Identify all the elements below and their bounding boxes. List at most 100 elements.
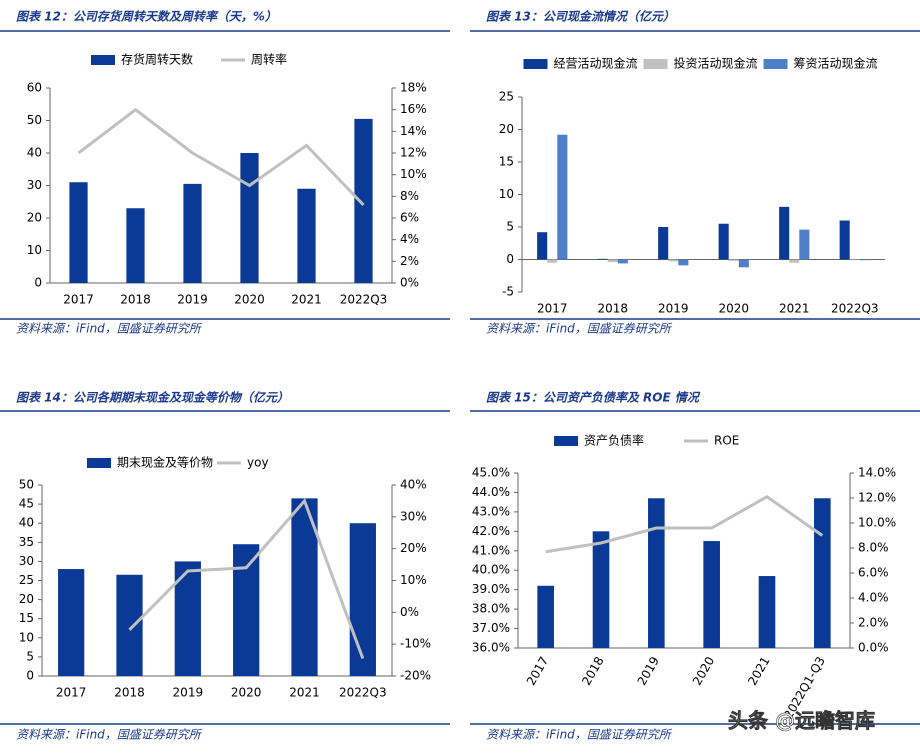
x-tick-label: 2020 xyxy=(718,302,749,316)
source: 资料来源：iFind，国盛证券研究所 xyxy=(16,322,203,336)
bar xyxy=(728,259,739,261)
legend-label: yoy xyxy=(247,456,269,470)
y-tick-label: 30 xyxy=(27,178,42,192)
line xyxy=(545,494,824,554)
watermark: 头条 @远瞻智库 xyxy=(728,709,875,733)
y2-tick-label: 2% xyxy=(400,254,419,268)
y-tick-label: 39.0% xyxy=(472,582,510,596)
y2-tick-label: 16% xyxy=(400,102,427,116)
source: 资料来源：iFind，国盛证券研究所 xyxy=(486,322,673,336)
x-tick-label: 2022Q3 xyxy=(339,686,387,700)
bar xyxy=(718,223,729,260)
x-tick-label: 2018 xyxy=(579,654,606,687)
y2-tick-label: 8.0% xyxy=(858,541,889,555)
y-tick-label: 40.0% xyxy=(472,563,510,577)
bar xyxy=(789,259,800,263)
bar xyxy=(799,229,810,260)
y-tick-label: 60 xyxy=(27,81,42,95)
x-tick-label: 2022Q3 xyxy=(831,302,879,316)
bar xyxy=(349,523,376,676)
legend-swatch xyxy=(523,59,548,69)
legend-label: 存货周转天数 xyxy=(121,52,193,67)
y2-tick-label: 10% xyxy=(400,167,427,181)
y2-tick-label: 6.0% xyxy=(858,566,889,580)
y2-tick-label: -10% xyxy=(400,637,431,651)
bar xyxy=(69,182,88,283)
y-tick-label: 50 xyxy=(19,478,34,492)
y-tick-label: 15 xyxy=(499,155,514,169)
y2-tick-label: 0.0% xyxy=(858,641,889,655)
legend-label: 筹资活动现金流 xyxy=(794,56,878,71)
x-tick-label: 2020 xyxy=(690,654,717,687)
bar xyxy=(537,232,548,260)
y-tick-label: 5 xyxy=(506,220,514,234)
y2-tick-label: 10.0% xyxy=(858,516,896,530)
y-tick-label: 10 xyxy=(19,630,34,644)
x-tick-label: 2020 xyxy=(234,293,265,307)
bar xyxy=(607,259,618,263)
y2-tick-label: 0% xyxy=(400,605,419,619)
y2-tick-label: 4% xyxy=(400,232,419,246)
y-tick-label: 35 xyxy=(19,535,34,549)
y-tick-label: 20 xyxy=(499,122,514,136)
y2-tick-label: 20% xyxy=(400,541,427,555)
y2-tick-label: 18% xyxy=(400,81,427,95)
legend-swatch xyxy=(643,59,668,69)
source: 资料来源：iFind，国盛证券研究所 xyxy=(486,728,673,742)
bar xyxy=(738,259,749,268)
x-tick-label: 2021 xyxy=(779,302,810,316)
x-tick-label: 2018 xyxy=(114,686,145,700)
y-tick-label: 30 xyxy=(19,554,34,568)
line xyxy=(77,107,365,207)
legend-swatch xyxy=(91,55,115,65)
y-tick-label: 0 xyxy=(34,276,42,290)
y-tick-label: -5 xyxy=(502,285,514,299)
bar xyxy=(617,259,628,264)
legend-label: 资产负债率 xyxy=(584,433,644,448)
y2-tick-label: 14% xyxy=(400,124,427,138)
y2-tick-label: 30% xyxy=(400,509,427,523)
bar xyxy=(668,259,679,262)
y2-tick-label: 12.0% xyxy=(858,491,896,505)
bar xyxy=(354,118,373,283)
y-tick-label: 44.0% xyxy=(472,485,510,499)
x-tick-label: 2019 xyxy=(173,686,204,700)
y-tick-label: 25 xyxy=(499,90,514,104)
legend-swatch xyxy=(87,458,111,468)
y2-tick-label: 10% xyxy=(400,573,427,587)
y-tick-label: 50 xyxy=(27,113,42,127)
legend-swatch xyxy=(763,59,788,69)
x-tick-label: 2019 xyxy=(177,293,208,307)
x-tick-label: 2021 xyxy=(289,686,320,700)
legend-label: ROE xyxy=(714,434,739,448)
bar xyxy=(849,259,860,261)
bar xyxy=(233,544,260,676)
y2-tick-label: 6% xyxy=(400,211,419,225)
y-tick-label: 40 xyxy=(27,146,42,160)
bar xyxy=(678,259,689,266)
bar xyxy=(240,153,259,283)
y2-tick-label: 0% xyxy=(400,276,419,290)
y-tick-label: 10 xyxy=(27,243,42,257)
legend-label: 期末现金及等价物 xyxy=(117,455,213,470)
x-tick-label: 2017 xyxy=(524,654,551,687)
bar xyxy=(183,183,202,283)
y-tick-label: 45.0% xyxy=(472,466,510,480)
panel-title: 图表 12：公司存货周转天数及周转率（天，%） xyxy=(16,10,277,24)
x-tick-label: 2019 xyxy=(658,302,689,316)
y2-tick-label: -20% xyxy=(400,669,431,683)
legend-label: 投资活动现金流 xyxy=(674,56,758,71)
bar xyxy=(557,134,568,260)
y-tick-label: 20 xyxy=(27,211,42,225)
bar xyxy=(592,531,610,648)
bar xyxy=(297,188,316,283)
y-tick-label: 42.0% xyxy=(472,524,510,538)
line xyxy=(128,498,365,660)
x-tick-label: 2017 xyxy=(56,686,87,700)
bar xyxy=(648,498,665,648)
legend-label: 经营活动现金流 xyxy=(554,56,638,71)
y-tick-label: 0 xyxy=(506,252,514,266)
y-tick-label: 15 xyxy=(19,611,34,625)
y-tick-label: 37.0% xyxy=(472,621,510,635)
y-tick-label: 40 xyxy=(19,516,34,530)
